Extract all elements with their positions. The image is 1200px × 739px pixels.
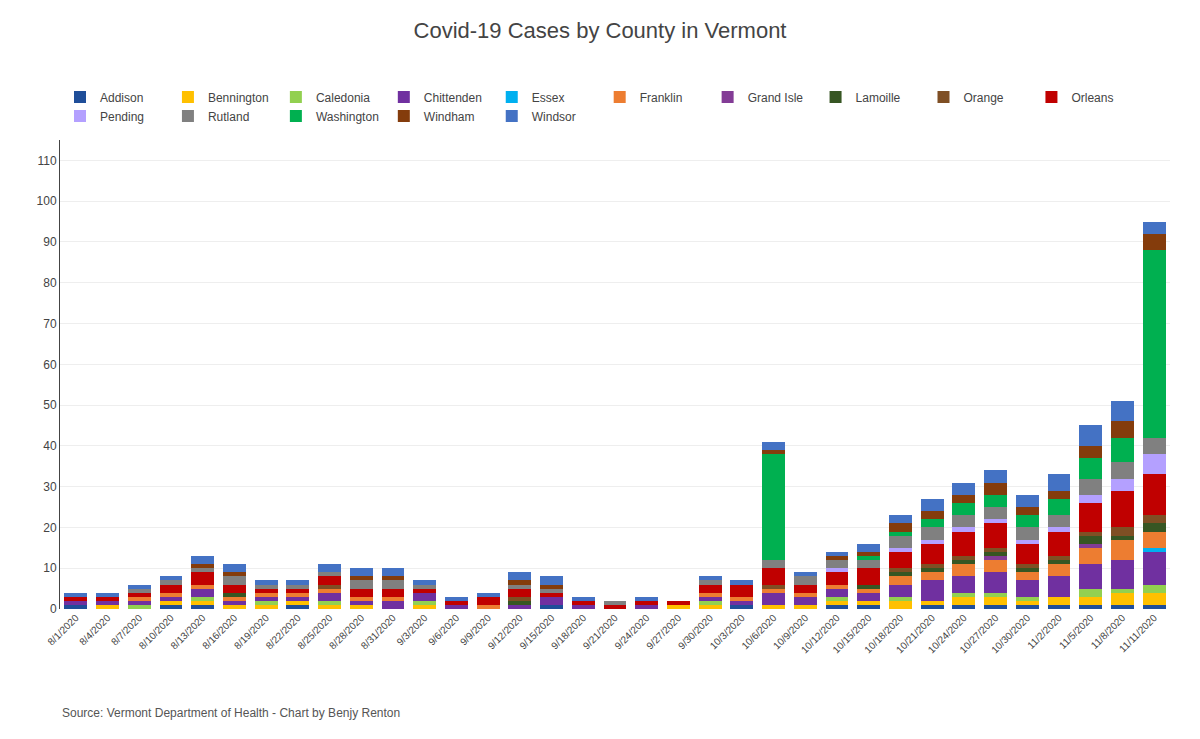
svg-text:8/10/2020: 8/10/2020 bbox=[137, 612, 177, 652]
svg-text:9/15/2020: 9/15/2020 bbox=[517, 612, 557, 652]
svg-text:11/2/2020: 11/2/2020 bbox=[1025, 612, 1064, 651]
svg-text:Grand Isle: Grand Isle bbox=[748, 91, 804, 105]
svg-text:8/13/2020: 8/13/2020 bbox=[168, 612, 208, 652]
svg-text:10/6/2020: 10/6/2020 bbox=[739, 612, 779, 652]
svg-text:10/12/2020: 10/12/2020 bbox=[799, 612, 842, 655]
svg-text:9/27/2020: 9/27/2020 bbox=[644, 612, 684, 652]
svg-text:11/8/2020: 11/8/2020 bbox=[1089, 612, 1128, 651]
svg-text:Source: Vermont Department of: Source: Vermont Department of Health - C… bbox=[62, 706, 400, 720]
svg-text:0: 0 bbox=[50, 602, 57, 616]
svg-text:Addison: Addison bbox=[100, 91, 143, 105]
svg-text:110: 110 bbox=[37, 154, 56, 168]
svg-text:100: 100 bbox=[37, 194, 57, 208]
svg-text:Windham: Windham bbox=[424, 110, 475, 124]
svg-text:Essex: Essex bbox=[532, 91, 565, 105]
svg-text:80: 80 bbox=[43, 276, 57, 290]
svg-text:Rutland: Rutland bbox=[208, 110, 249, 124]
svg-text:8/16/2020: 8/16/2020 bbox=[200, 612, 240, 652]
svg-text:Franklin: Franklin bbox=[640, 91, 683, 105]
svg-text:9/21/2020: 9/21/2020 bbox=[581, 612, 621, 652]
svg-text:Windsor: Windsor bbox=[532, 110, 576, 124]
svg-text:10/27/2020: 10/27/2020 bbox=[957, 612, 1000, 655]
svg-text:30: 30 bbox=[43, 480, 57, 494]
svg-text:8/19/2020: 8/19/2020 bbox=[232, 612, 272, 652]
svg-text:8/28/2020: 8/28/2020 bbox=[327, 612, 367, 652]
svg-text:10: 10 bbox=[43, 561, 57, 575]
svg-text:9/12/2020: 9/12/2020 bbox=[486, 612, 526, 652]
svg-text:9/6/2020: 9/6/2020 bbox=[426, 612, 462, 648]
svg-text:8/22/2020: 8/22/2020 bbox=[264, 612, 304, 652]
svg-text:9/30/2020: 9/30/2020 bbox=[676, 612, 716, 652]
svg-text:Orange: Orange bbox=[964, 91, 1004, 105]
svg-text:8/25/2020: 8/25/2020 bbox=[295, 612, 335, 652]
svg-text:8/4/2020: 8/4/2020 bbox=[77, 612, 113, 648]
svg-text:8/31/2020: 8/31/2020 bbox=[359, 612, 399, 652]
svg-text:10/24/2020: 10/24/2020 bbox=[926, 612, 969, 655]
svg-text:Orleans: Orleans bbox=[1071, 91, 1113, 105]
svg-text:9/18/2020: 9/18/2020 bbox=[549, 612, 589, 652]
svg-text:Bennington: Bennington bbox=[208, 91, 269, 105]
svg-text:9/3/2020: 9/3/2020 bbox=[394, 612, 430, 648]
svg-text:90: 90 bbox=[43, 235, 57, 249]
svg-text:11/11/2020: 11/11/2020 bbox=[1117, 612, 1159, 654]
svg-text:8/1/2020: 8/1/2020 bbox=[45, 612, 81, 648]
svg-text:Chittenden: Chittenden bbox=[424, 91, 482, 105]
svg-text:60: 60 bbox=[43, 358, 57, 372]
svg-text:40: 40 bbox=[43, 439, 57, 453]
svg-text:10/9/2020: 10/9/2020 bbox=[771, 612, 811, 652]
svg-text:Pending: Pending bbox=[100, 110, 144, 124]
svg-text:70: 70 bbox=[43, 317, 57, 331]
svg-text:Washington: Washington bbox=[316, 110, 379, 124]
svg-text:Covid-19 Cases by County in Ve: Covid-19 Cases by County in Vermont bbox=[414, 18, 787, 43]
svg-text:50: 50 bbox=[43, 398, 57, 412]
svg-text:20: 20 bbox=[43, 521, 57, 535]
svg-text:11/5/2020: 11/5/2020 bbox=[1057, 612, 1096, 651]
svg-text:Lamoille: Lamoille bbox=[856, 91, 901, 105]
svg-text:9/9/2020: 9/9/2020 bbox=[458, 612, 494, 648]
svg-text:10/30/2020: 10/30/2020 bbox=[989, 612, 1032, 655]
svg-text:8/7/2020: 8/7/2020 bbox=[109, 612, 145, 648]
svg-text:Caledonia: Caledonia bbox=[316, 91, 370, 105]
svg-text:10/18/2020: 10/18/2020 bbox=[862, 612, 905, 655]
svg-text:10/15/2020: 10/15/2020 bbox=[830, 612, 873, 655]
svg-text:10/21/2020: 10/21/2020 bbox=[894, 612, 937, 655]
svg-text:10/3/2020: 10/3/2020 bbox=[708, 612, 748, 652]
svg-text:9/24/2020: 9/24/2020 bbox=[612, 612, 652, 652]
